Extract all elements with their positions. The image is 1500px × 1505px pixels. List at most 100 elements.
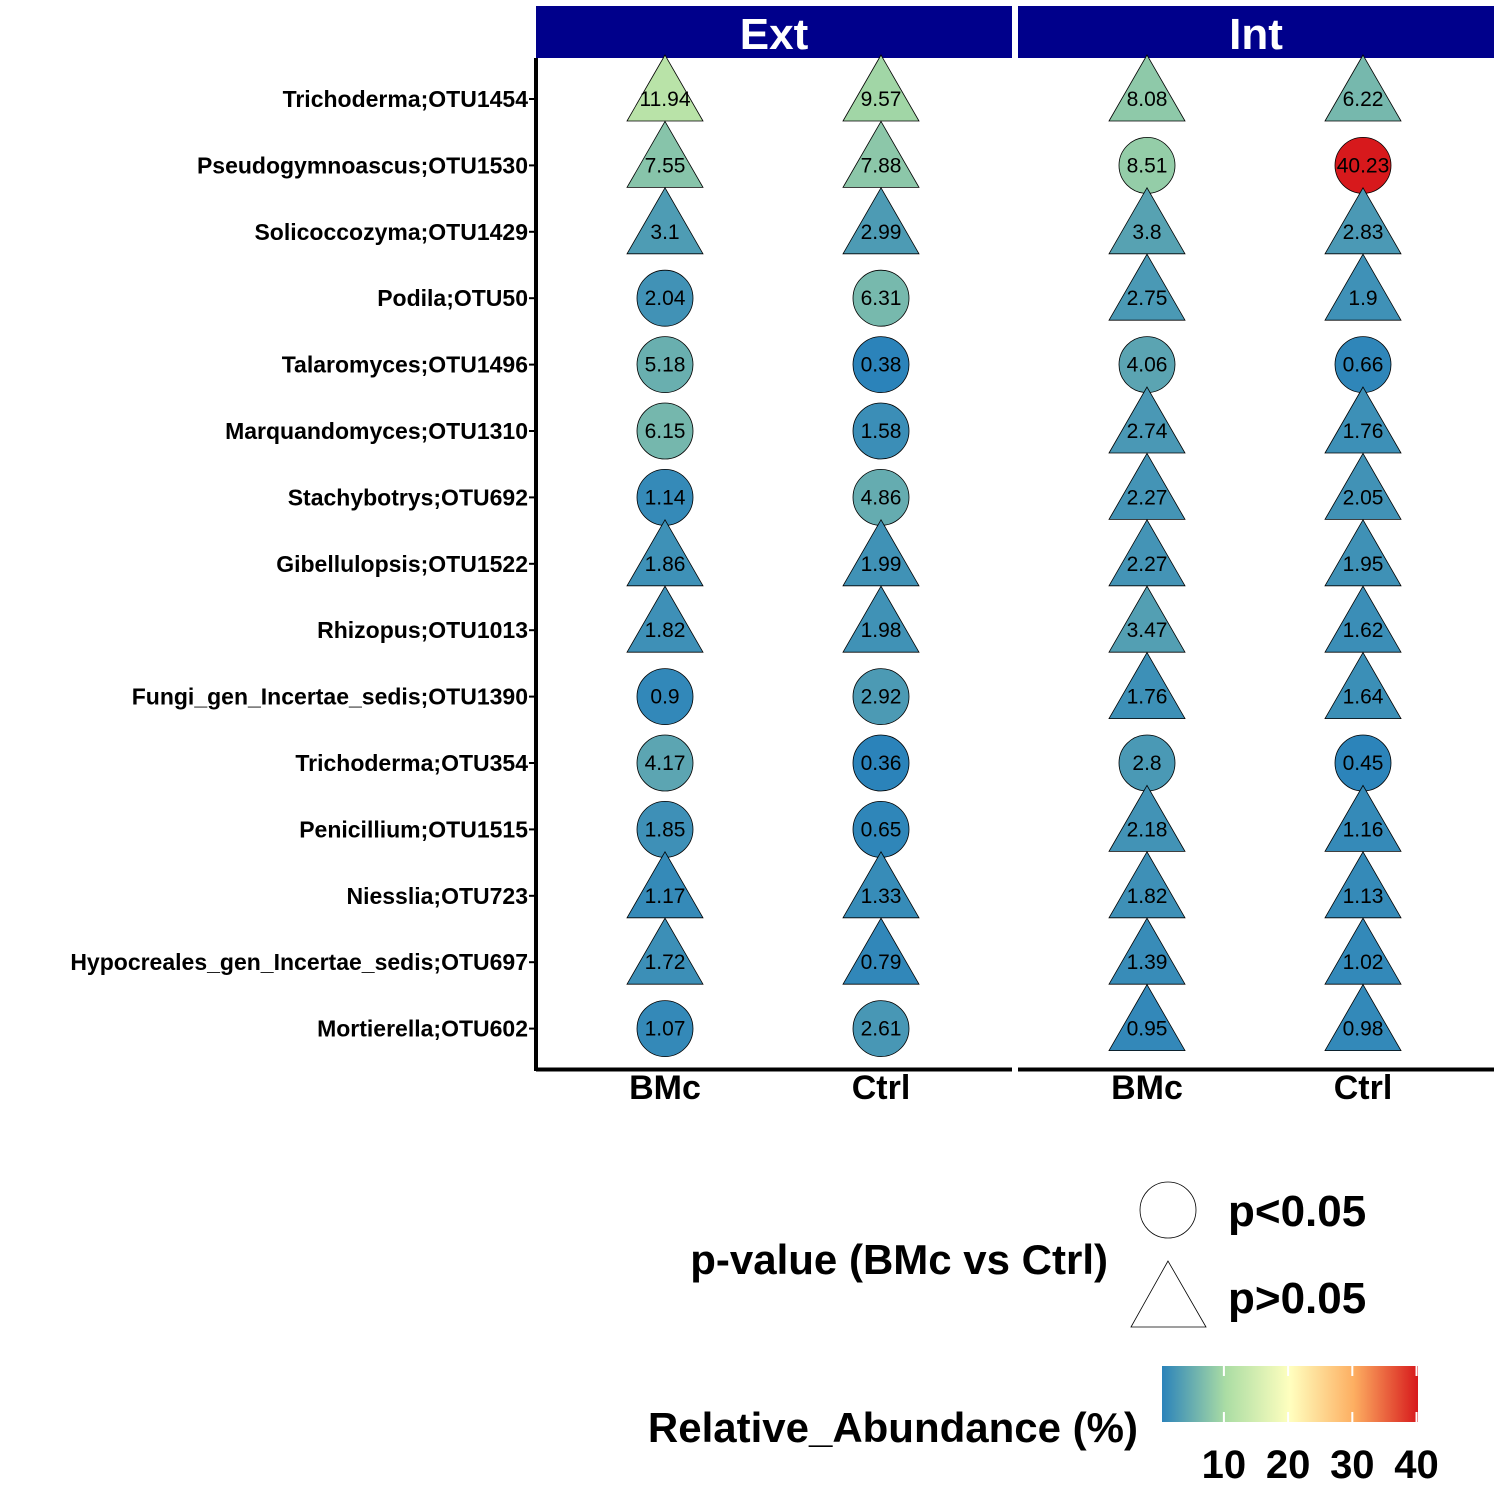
colorbar bbox=[1162, 1366, 1418, 1422]
colorbar-tick-label: 30 bbox=[1330, 1443, 1375, 1487]
data-label: 1.85 bbox=[645, 818, 686, 841]
data-label: 0.98 bbox=[1343, 1018, 1384, 1041]
data-label: 2.04 bbox=[645, 287, 686, 310]
data-point-triangle bbox=[842, 917, 920, 985]
data-label: 2.27 bbox=[1127, 486, 1168, 509]
data-point-triangle bbox=[626, 917, 704, 985]
data-label: 2.99 bbox=[861, 221, 902, 244]
data-point-circle bbox=[852, 734, 910, 792]
data-point-triangle bbox=[626, 585, 704, 653]
data-label: 5.18 bbox=[645, 354, 686, 377]
data-label: 1.98 bbox=[861, 619, 902, 642]
y-tick-label: Fungi_gen_Incertae_sedis;OTU1390 bbox=[132, 684, 528, 710]
data-label: 1.64 bbox=[1343, 686, 1384, 709]
data-label: 0.95 bbox=[1127, 1018, 1168, 1041]
legend-key-triangle bbox=[1130, 1260, 1207, 1328]
data-label: 1.58 bbox=[861, 420, 902, 443]
data-label: 2.74 bbox=[1127, 420, 1168, 443]
data-point-circle bbox=[636, 269, 694, 327]
data-label: 6.31 bbox=[861, 287, 902, 310]
data-point-circle bbox=[636, 668, 694, 725]
data-label: 1.86 bbox=[645, 553, 686, 576]
data-point-circle bbox=[636, 402, 694, 460]
data-label: 2.61 bbox=[861, 1018, 902, 1041]
data-point-triangle bbox=[1324, 651, 1402, 719]
data-point-circle bbox=[636, 1000, 694, 1057]
data-point-circle bbox=[852, 668, 910, 725]
colorbar-tick-label: 10 bbox=[1202, 1443, 1247, 1487]
x-tick-label-int-bmc: BMc bbox=[1111, 1069, 1183, 1107]
data-label: 1.82 bbox=[645, 619, 686, 642]
data-label: 2.83 bbox=[1343, 221, 1384, 244]
y-tick-label: Podila;OTU50 bbox=[377, 285, 528, 311]
data-label: 9.57 bbox=[861, 88, 902, 111]
data-point-triangle bbox=[1324, 54, 1402, 122]
data-label: 1.62 bbox=[1343, 619, 1384, 642]
data-label: 1.33 bbox=[861, 885, 902, 908]
y-tick-label: Solicoccozyma;OTU1429 bbox=[254, 219, 528, 245]
facet-strip-ext bbox=[536, 6, 1012, 58]
data-label: 1.17 bbox=[645, 885, 686, 908]
x-tick-label-ext-ctrl: Ctrl bbox=[852, 1069, 911, 1107]
data-label: 0.66 bbox=[1343, 354, 1384, 377]
data-point-triangle bbox=[1324, 983, 1402, 1051]
y-tick-label: Marquandomyces;OTU1310 bbox=[225, 418, 528, 444]
y-tick-label: Trichoderma;OTU1454 bbox=[283, 86, 529, 112]
data-point-circle bbox=[636, 734, 694, 792]
data-label: 0.9 bbox=[650, 686, 679, 709]
data-label: 2.27 bbox=[1127, 553, 1168, 576]
facet-title-ext: Ext bbox=[740, 10, 809, 59]
x-tick-label-int-ctrl: Ctrl bbox=[1334, 1069, 1393, 1107]
data-label: 0.65 bbox=[861, 818, 902, 841]
data-label: 1.39 bbox=[1127, 951, 1168, 974]
data-label: 1.95 bbox=[1343, 553, 1384, 576]
data-label: 1.02 bbox=[1343, 951, 1384, 974]
x-tick-label-ext-bmc: BMc bbox=[629, 1069, 701, 1107]
data-label: 1.13 bbox=[1343, 885, 1384, 908]
data-label: 8.08 bbox=[1127, 88, 1168, 111]
data-label: 2.8 bbox=[1132, 752, 1161, 775]
colorbar-tick-label: 20 bbox=[1266, 1443, 1311, 1487]
data-point-triangle bbox=[626, 186, 704, 255]
data-label: 1.16 bbox=[1343, 818, 1384, 841]
data-label: 1.9 bbox=[1348, 287, 1377, 310]
data-label: 0.38 bbox=[861, 354, 902, 377]
data-label: 3.47 bbox=[1127, 619, 1168, 642]
data-point-circle bbox=[852, 1000, 910, 1057]
data-label: 3.1 bbox=[650, 221, 679, 244]
data-label: 1.76 bbox=[1343, 420, 1384, 443]
data-point-triangle bbox=[842, 585, 920, 653]
data-label: 4.17 bbox=[645, 752, 686, 775]
data-label: 2.92 bbox=[861, 686, 902, 709]
y-tick-label: Penicillium;OTU1515 bbox=[299, 816, 528, 842]
data-label: 2.05 bbox=[1343, 486, 1384, 509]
data-point-triangle bbox=[842, 186, 920, 255]
data-label: 1.82 bbox=[1127, 885, 1168, 908]
data-label: 40.23 bbox=[1337, 154, 1390, 177]
data-label: 4.06 bbox=[1127, 354, 1168, 377]
color-legend-title: Relative_Abundance (%) bbox=[648, 1404, 1138, 1451]
data-point-circle bbox=[852, 336, 910, 394]
data-label: 1.14 bbox=[645, 486, 686, 509]
colorbar-tick-label: 40 bbox=[1394, 1443, 1439, 1487]
data-point-triangle bbox=[1108, 983, 1186, 1051]
data-label: 1.76 bbox=[1127, 686, 1168, 709]
y-tick-label: Rhizopus;OTU1013 bbox=[317, 617, 528, 643]
data-label: 0.36 bbox=[861, 752, 902, 775]
data-point-triangle bbox=[1108, 651, 1186, 719]
data-label: 0.45 bbox=[1343, 752, 1384, 775]
data-label: 6.15 bbox=[645, 420, 686, 443]
data-label: 2.18 bbox=[1127, 818, 1168, 841]
data-label: 0.79 bbox=[861, 951, 902, 974]
y-tick-label: Hypocreales_gen_Incertae_sedis;OTU697 bbox=[70, 949, 528, 975]
legend-key-label: p<0.05 bbox=[1228, 1187, 1366, 1236]
data-point-circle bbox=[852, 269, 910, 327]
data-label: 8.51 bbox=[1127, 154, 1168, 177]
data-label: 1.72 bbox=[645, 951, 686, 974]
data-label: 1.99 bbox=[861, 553, 902, 576]
data-label: 2.75 bbox=[1127, 287, 1168, 310]
y-tick-label: Pseudogymnoascus;OTU1530 bbox=[197, 152, 528, 178]
facet-title-int: Int bbox=[1229, 10, 1283, 59]
